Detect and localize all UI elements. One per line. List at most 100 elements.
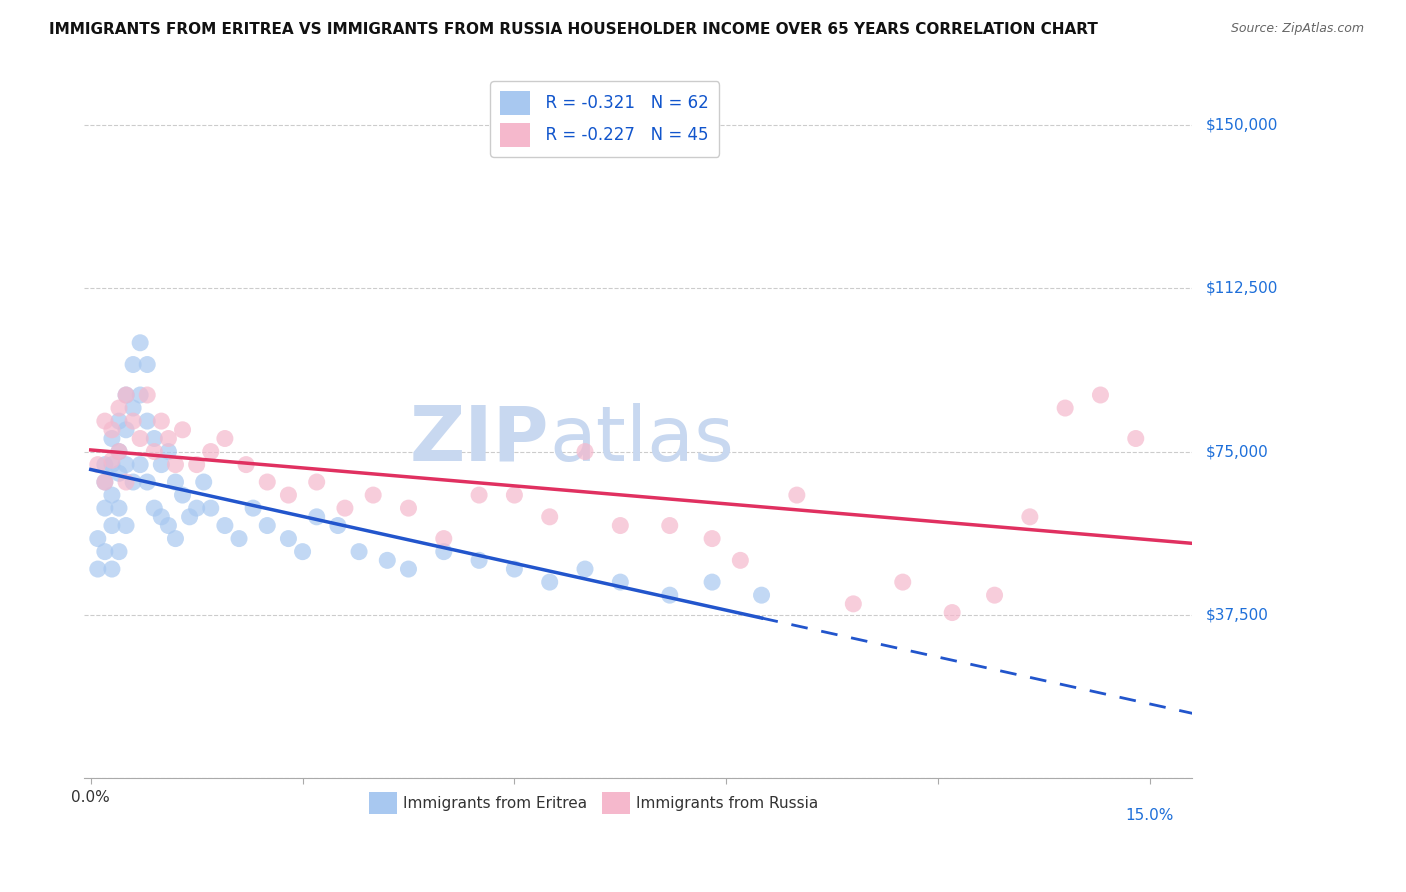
Point — [101, 432, 124, 446]
Text: atlas: atlas — [550, 402, 734, 476]
Point — [94, 414, 117, 428]
Point — [157, 444, 180, 458]
Point — [172, 488, 194, 502]
Point — [433, 544, 456, 558]
Point — [129, 432, 152, 446]
Point — [101, 562, 124, 576]
Point — [1018, 509, 1040, 524]
Point — [150, 414, 173, 428]
Point — [235, 458, 257, 472]
Point — [87, 458, 110, 472]
Point — [658, 518, 681, 533]
Text: 15.0%: 15.0% — [1126, 808, 1174, 823]
Point — [115, 423, 138, 437]
Point — [101, 488, 124, 502]
Point — [115, 458, 138, 472]
Point — [157, 518, 180, 533]
Point — [214, 432, 236, 446]
Point — [143, 432, 166, 446]
Point — [94, 544, 117, 558]
Point — [347, 544, 370, 558]
Point — [94, 475, 117, 489]
Point — [228, 532, 250, 546]
Point — [1090, 388, 1112, 402]
Point — [538, 509, 561, 524]
Point — [256, 475, 278, 489]
Point — [468, 488, 491, 502]
Point — [108, 467, 131, 481]
Point — [1125, 432, 1147, 446]
Text: $112,500: $112,500 — [1206, 281, 1278, 296]
Point — [143, 444, 166, 458]
Point — [129, 335, 152, 350]
Point — [136, 388, 159, 402]
Point — [101, 453, 124, 467]
Point — [503, 562, 526, 576]
Point — [538, 575, 561, 590]
Point — [108, 544, 131, 558]
Point — [101, 423, 124, 437]
Point — [305, 475, 328, 489]
Point — [94, 501, 117, 516]
Point — [186, 458, 208, 472]
Point — [277, 532, 299, 546]
Point — [1054, 401, 1077, 415]
Point — [108, 414, 131, 428]
Point — [150, 509, 173, 524]
Point — [122, 414, 145, 428]
Point — [172, 423, 194, 437]
Point — [291, 544, 314, 558]
Point — [503, 488, 526, 502]
Point — [129, 458, 152, 472]
Point — [751, 588, 773, 602]
Point — [326, 518, 349, 533]
Point — [700, 532, 723, 546]
Point — [157, 432, 180, 446]
Point — [94, 458, 117, 472]
Point — [122, 358, 145, 372]
Point — [108, 444, 131, 458]
Point — [186, 501, 208, 516]
Point — [122, 475, 145, 489]
Point — [136, 358, 159, 372]
Point — [609, 575, 631, 590]
Point — [143, 501, 166, 516]
Point — [305, 509, 328, 524]
Point — [165, 458, 187, 472]
Point — [700, 575, 723, 590]
Point — [200, 444, 222, 458]
Point — [101, 458, 124, 472]
Point — [433, 532, 456, 546]
Point — [398, 562, 420, 576]
Point — [94, 475, 117, 489]
Point — [468, 553, 491, 567]
Point — [115, 388, 138, 402]
Point — [115, 388, 138, 402]
Point — [115, 518, 138, 533]
Text: IMMIGRANTS FROM ERITREA VS IMMIGRANTS FROM RUSSIA HOUSEHOLDER INCOME OVER 65 YEA: IMMIGRANTS FROM ERITREA VS IMMIGRANTS FR… — [49, 22, 1098, 37]
Point — [87, 532, 110, 546]
Point — [165, 475, 187, 489]
Point — [87, 562, 110, 576]
Text: Source: ZipAtlas.com: Source: ZipAtlas.com — [1230, 22, 1364, 36]
Point — [108, 501, 131, 516]
Point — [242, 501, 264, 516]
Text: $75,000: $75,000 — [1206, 444, 1268, 459]
Point — [842, 597, 865, 611]
Point — [574, 444, 596, 458]
Point — [165, 532, 187, 546]
Point — [129, 388, 152, 402]
Point — [179, 509, 201, 524]
Point — [200, 501, 222, 516]
Point — [398, 501, 420, 516]
Point — [193, 475, 215, 489]
Legend: Immigrants from Eritrea, Immigrants from Russia: Immigrants from Eritrea, Immigrants from… — [363, 786, 824, 820]
Point — [136, 414, 159, 428]
Point — [983, 588, 1005, 602]
Point — [277, 488, 299, 502]
Text: ZIP: ZIP — [409, 402, 550, 476]
Point — [609, 518, 631, 533]
Point — [150, 458, 173, 472]
Point — [786, 488, 808, 502]
Point — [574, 562, 596, 576]
